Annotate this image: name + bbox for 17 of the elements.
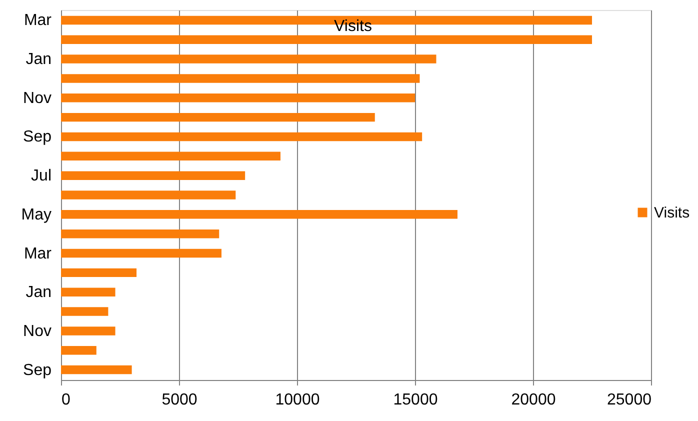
x-tick-label: 10000 [275,392,320,408]
y-tick-label: Jul [31,168,52,185]
y-tick-label: Jan [26,284,52,302]
y-tick-label: Nov [23,90,52,107]
x-tick-label: 5000 [162,392,198,408]
y-tick-label: Jan [26,51,52,68]
y-tick-label: Nov [23,322,52,340]
y-tick-label: Mar [24,245,52,262]
x-tick-label: 0 [62,392,70,408]
x-tick-label: 15000 [393,392,438,408]
y-tick-label: Mar [24,12,52,30]
y-tick-label: Sep [23,128,52,146]
x-tick-label: 25000 [607,392,652,408]
y-tick-label: Sep [23,362,52,379]
x-tick-label: 20000 [511,392,556,408]
y-tick-label: May [21,206,52,224]
legend-label: Visits [654,204,690,222]
